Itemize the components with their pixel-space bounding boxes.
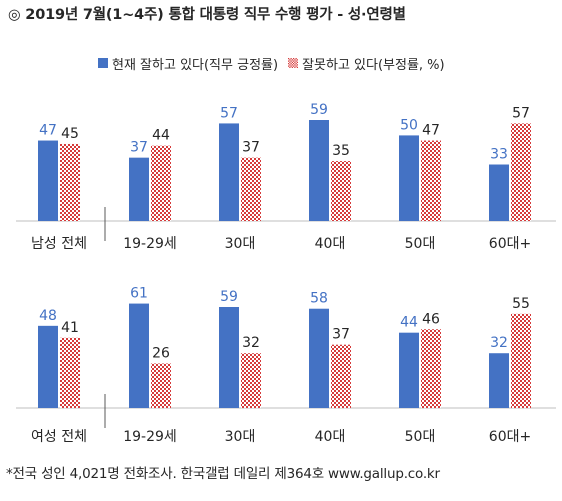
data-label-approve: 58 <box>310 291 328 307</box>
data-label-disapprove: 44 <box>152 128 170 144</box>
category-label: 50대 <box>405 429 436 445</box>
legend-item-approve: 현재 잘하고 있다(직무 긍정률) <box>98 54 278 73</box>
data-label-disapprove: 41 <box>61 320 79 336</box>
bar-approve <box>38 140 58 221</box>
category-label: 30대 <box>225 236 256 252</box>
chart-title: ◎ 2019년 7월(1~4주) 통합 대통령 직무 수행 평가 - 성·연령별 <box>8 7 406 23</box>
data-label-disapprove: 32 <box>242 335 260 351</box>
bar-approve <box>219 123 239 221</box>
data-label-approve: 59 <box>220 289 238 305</box>
bar-disapprove <box>60 337 80 408</box>
data-label-approve: 44 <box>400 315 418 331</box>
data-label-disapprove: 47 <box>422 123 440 139</box>
bar-disapprove <box>331 161 351 221</box>
bar-approve <box>38 325 58 408</box>
data-label-disapprove: 57 <box>512 105 530 121</box>
bar-disapprove <box>241 353 261 408</box>
bar-disapprove <box>60 143 80 221</box>
data-label-approve: 33 <box>490 147 508 163</box>
category-label: 남성 전체 <box>31 236 87 252</box>
bar-approve <box>489 353 509 408</box>
bar-approve <box>309 120 329 221</box>
bar-disapprove <box>511 123 531 221</box>
data-label-approve: 32 <box>490 335 508 351</box>
category-label: 19-29세 <box>123 429 177 445</box>
bar-disapprove <box>151 363 171 408</box>
legend-label-disapprove: 잘못하고 있다(부정률, %) <box>302 57 445 73</box>
data-label-disapprove: 35 <box>332 143 350 159</box>
data-label-disapprove: 46 <box>422 311 440 327</box>
data-label-disapprove: 37 <box>242 140 260 156</box>
bar-disapprove <box>151 145 171 221</box>
bar-approve <box>399 332 419 408</box>
category-label: 60대+ <box>489 236 531 252</box>
bar-approve <box>129 157 149 221</box>
data-label-approve: 59 <box>310 102 328 118</box>
category-label: 30대 <box>225 429 256 445</box>
data-label-disapprove: 45 <box>61 126 79 142</box>
bar-disapprove <box>511 313 531 408</box>
legend-swatch-disapprove <box>288 58 299 68</box>
data-label-approve: 61 <box>130 286 148 302</box>
bar-approve <box>129 303 149 408</box>
bar-approve <box>489 164 509 221</box>
bar-disapprove <box>331 344 351 408</box>
bar-disapprove <box>241 157 261 221</box>
data-label-approve: 50 <box>400 117 418 133</box>
category-label: 50대 <box>405 236 436 252</box>
data-label-disapprove: 55 <box>512 296 530 312</box>
data-label-disapprove: 37 <box>332 327 350 343</box>
category-label: 40대 <box>315 429 346 445</box>
bar-approve <box>399 135 419 221</box>
legend-item-disapprove: 잘못하고 있다(부정률, %) <box>288 54 445 73</box>
bar-disapprove <box>421 329 441 408</box>
legend-swatch-approve <box>98 58 108 68</box>
bar-approve <box>309 308 329 408</box>
data-label-approve: 47 <box>39 123 57 139</box>
category-label: 40대 <box>315 236 346 252</box>
footnote: *전국 성인 4,021명 전화조사. 한국갤럽 데일리 제364호 www.g… <box>6 466 440 482</box>
legend-label-approve: 현재 잘하고 있다(직무 긍정률) <box>112 57 279 73</box>
data-label-approve: 57 <box>220 105 238 121</box>
data-label-approve: 37 <box>130 140 148 156</box>
bar-approve <box>219 307 239 408</box>
category-label: 60대+ <box>489 429 531 445</box>
category-label: 여성 전체 <box>31 429 87 445</box>
category-label: 19-29세 <box>123 236 177 252</box>
bar-disapprove <box>421 140 441 221</box>
data-label-disapprove: 26 <box>152 345 170 361</box>
legend: 현재 잘하고 있다(직무 긍정률) 잘못하고 있다(부정률, %) <box>98 54 455 73</box>
data-label-approve: 48 <box>39 308 57 324</box>
